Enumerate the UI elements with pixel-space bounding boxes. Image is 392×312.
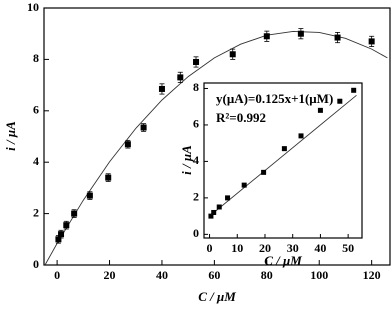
y-tick-label: 10 [27,0,39,14]
x-tick-label: 20 [259,241,271,255]
x-tick-label: 40 [156,268,168,282]
y-tick-label: 6 [193,117,199,131]
plot-frame [203,82,363,239]
x-tick-label: 10 [231,241,243,255]
data-point [241,182,247,188]
data-point [225,195,231,201]
data-point [337,98,343,104]
y-tick-label: 0 [193,226,199,240]
data-point [58,231,65,238]
data-point [105,174,112,181]
data-point [261,169,267,175]
x-axis-label: C / μM [264,253,302,268]
x-tick-label: 0 [207,241,213,255]
x-tick-label: 0 [54,268,60,282]
annotation: y(μA)=0.125x+1(μM) [216,91,333,106]
data-point [158,85,165,92]
data-point [55,236,62,243]
x-axis-label: C / μM [198,289,236,304]
data-point [229,51,236,58]
y-tick-label: 6 [33,103,39,117]
y-axis-label: i / μA [179,145,194,175]
data-point [263,33,270,40]
y-tick-label: 0 [33,257,39,271]
y-tick-label: 4 [33,154,39,168]
x-tick-label: 40 [314,241,326,255]
data-point [193,58,200,65]
data-point [208,213,214,219]
data-point [351,87,357,93]
x-tick-label: 100 [310,268,328,282]
y-tick-label: 4 [193,153,199,167]
data-point [298,133,304,139]
y-tick-label: 8 [33,51,39,65]
data-point [71,210,78,217]
x-tick-label: 120 [363,268,381,282]
data-point [297,30,304,37]
x-tick-label: 20 [104,268,116,282]
y-tick-label: 2 [193,190,199,204]
data-point [124,141,131,148]
data-point [140,124,147,131]
y-tick-label: 8 [193,80,199,94]
data-point [281,146,287,152]
x-tick-label: 60 [208,268,220,282]
x-tick-label: 50 [342,241,354,255]
data-point [86,192,93,199]
annotation: R²=0.992 [216,110,266,125]
data-point [334,34,341,41]
data-point [317,107,323,113]
fit-line [209,94,357,217]
data-point [177,74,184,81]
x-tick-label: 80 [261,268,273,282]
y-axis-label: i / μA [3,121,18,151]
data-point [216,204,222,210]
y-tick-label: 2 [33,205,39,219]
data-point [368,38,375,45]
data-point [211,209,217,215]
data-point [63,222,70,229]
x-tick-label: 30 [287,241,299,255]
